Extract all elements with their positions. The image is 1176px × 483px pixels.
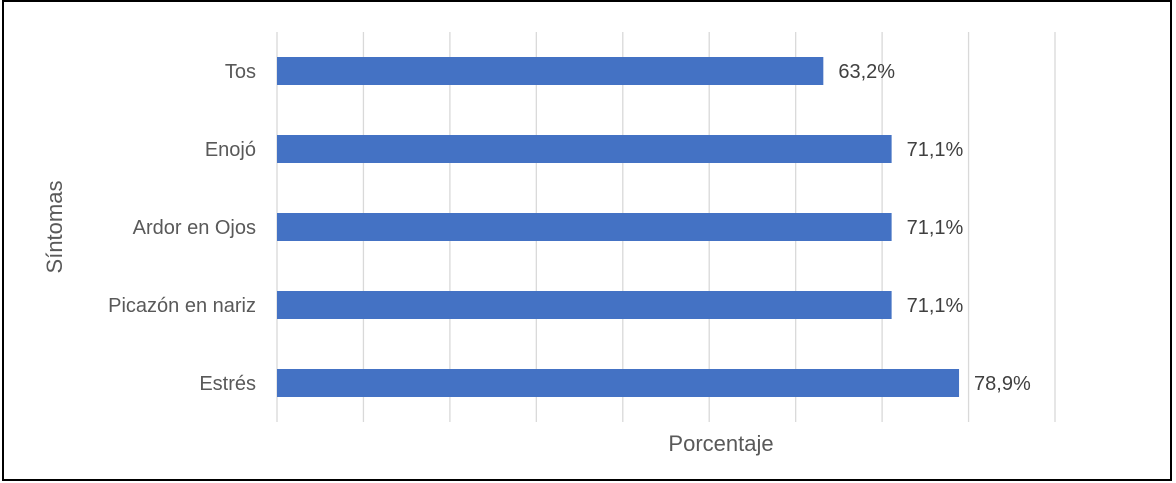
category-label: Estrés	[199, 373, 256, 395]
category-labels: Tos Enojó Ardor en Ojos Picazón en nariz Est…	[108, 61, 256, 395]
category-label: Tos	[225, 61, 256, 83]
bar	[277, 135, 892, 163]
bar	[277, 369, 960, 397]
bars	[277, 57, 960, 397]
data-labels: 63,2% 71,1% 71,1% 71,1% 78,9%	[838, 61, 1031, 395]
data-label: 71,1%	[907, 217, 964, 239]
category-label: Picazón en nariz	[108, 295, 256, 317]
bar	[277, 291, 892, 319]
x-axis-title: Porcentaje	[668, 431, 773, 456]
gridlines	[276, 32, 1056, 422]
data-label: 71,1%	[907, 139, 964, 161]
bar	[277, 213, 892, 241]
data-label: 71,1%	[907, 295, 964, 317]
category-label: Ardor en Ojos	[133, 217, 256, 239]
data-label: 63,2%	[838, 61, 895, 83]
data-label: 78,9%	[974, 373, 1031, 395]
y-axis-title: Síntomas	[42, 181, 67, 274]
bar	[277, 57, 824, 85]
category-label: Enojó	[205, 139, 256, 161]
